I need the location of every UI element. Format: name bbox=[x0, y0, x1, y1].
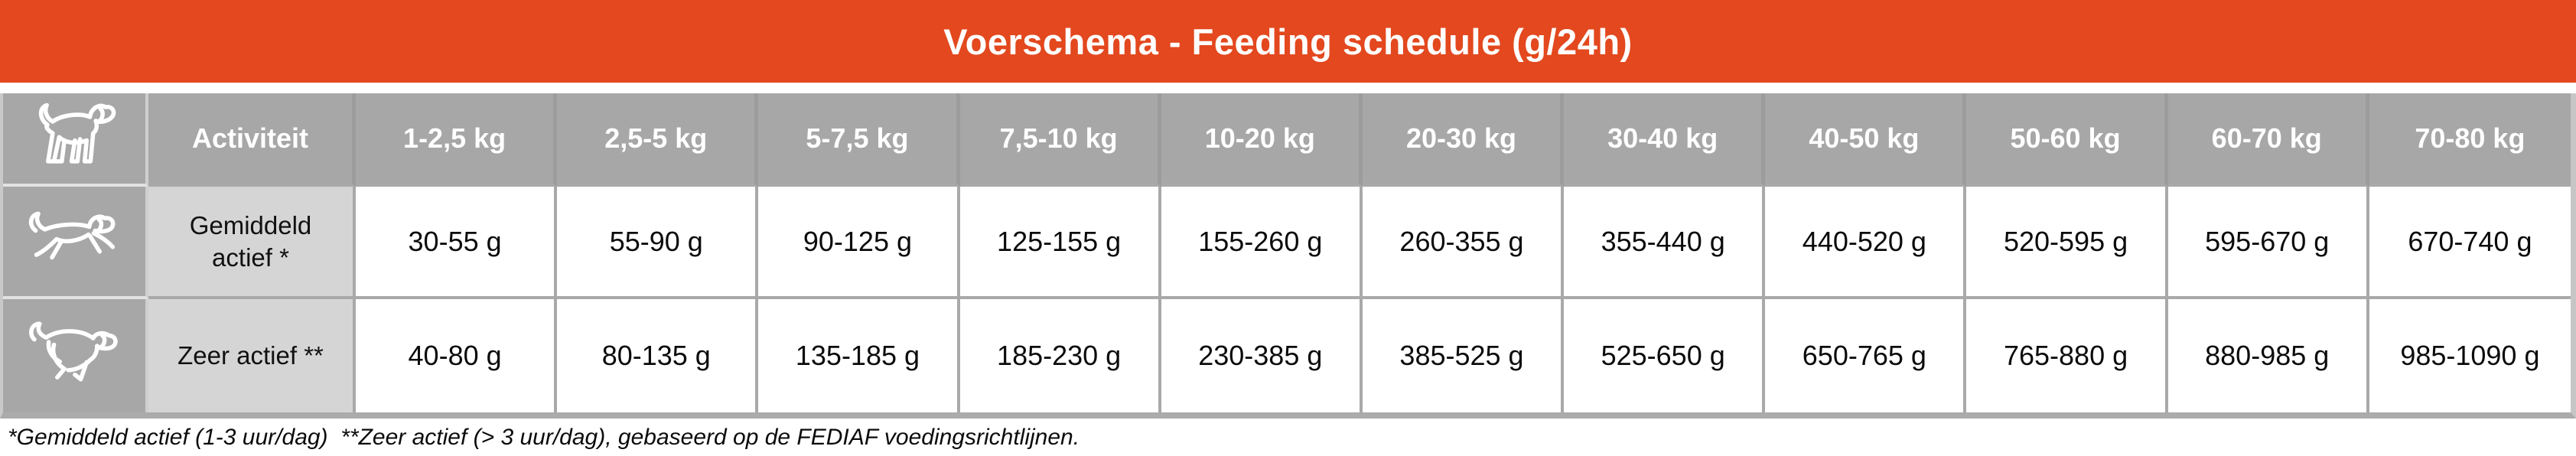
column-header-weight: 30-40 kg bbox=[1564, 93, 1766, 187]
title-banner: Voerschema - Feeding schedule (g/24h) bbox=[0, 0, 2576, 83]
feeding-value: 260-355 g bbox=[1362, 187, 1565, 299]
feeding-value: 880-985 g bbox=[2167, 299, 2369, 412]
feeding-value: 385-525 g bbox=[1362, 299, 1565, 412]
page-title: Voerschema - Feeding schedule (g/24h) bbox=[943, 21, 1633, 62]
column-header-weight: 7,5-10 kg bbox=[959, 93, 1161, 187]
row-label: Gemiddeld actief * bbox=[148, 187, 356, 299]
column-header-weight: 40-50 kg bbox=[1765, 93, 1967, 187]
banner-table-divider bbox=[0, 83, 2576, 93]
column-header-weight: 2,5-5 kg bbox=[557, 93, 759, 187]
feeding-value: 525-650 g bbox=[1564, 299, 1766, 412]
feeding-value: 985-1090 g bbox=[2369, 299, 2571, 412]
column-header-activiteit: Activiteit bbox=[148, 93, 356, 187]
feeding-value: 80-135 g bbox=[557, 299, 759, 412]
dog-trotting-icon bbox=[3, 187, 148, 299]
column-header-weight: 20-30 kg bbox=[1362, 93, 1565, 187]
column-header-weight: 60-70 kg bbox=[2167, 93, 2369, 187]
feeding-value: 135-185 g bbox=[758, 299, 960, 412]
column-header-weight: 10-20 kg bbox=[1161, 93, 1363, 187]
feeding-value: 55-90 g bbox=[557, 187, 759, 299]
column-header-weight: 50-60 kg bbox=[1966, 93, 2168, 187]
dog-galloping-icon bbox=[3, 299, 148, 412]
feeding-value: 520-595 g bbox=[1966, 187, 2168, 299]
feeding-value: 185-230 g bbox=[959, 299, 1161, 412]
feeding-value: 125-155 g bbox=[959, 187, 1161, 299]
column-header-weight: 70-80 kg bbox=[2369, 93, 2571, 187]
feeding-value: 765-880 g bbox=[1966, 299, 2168, 412]
feeding-value: 230-385 g bbox=[1161, 299, 1363, 412]
feeding-value: 155-260 g bbox=[1161, 187, 1363, 299]
feeding-value: 440-520 g bbox=[1765, 187, 1967, 299]
footnote: *Gemiddeld actief (1-3 uur/dag) **Zeer a… bbox=[0, 419, 2576, 456]
feeding-value: 595-670 g bbox=[2167, 187, 2369, 299]
feeding-value: 40-80 g bbox=[356, 299, 558, 412]
feeding-value: 30-55 g bbox=[356, 187, 558, 299]
row-label: Zeer actief ** bbox=[148, 299, 356, 412]
feeding-value: 90-125 g bbox=[758, 187, 960, 299]
column-header-weight: 1-2,5 kg bbox=[356, 93, 558, 187]
dog-standing-icon bbox=[3, 93, 148, 187]
feeding-value: 355-440 g bbox=[1564, 187, 1766, 299]
column-header-weight: 5-7,5 kg bbox=[758, 93, 960, 187]
feeding-schedule-table: Activiteit 1-2,5 kg 2,5-5 kg 5-7,5 kg 7,… bbox=[0, 93, 2576, 419]
feeding-value: 670-740 g bbox=[2369, 187, 2571, 299]
feeding-value: 650-765 g bbox=[1765, 299, 1967, 412]
